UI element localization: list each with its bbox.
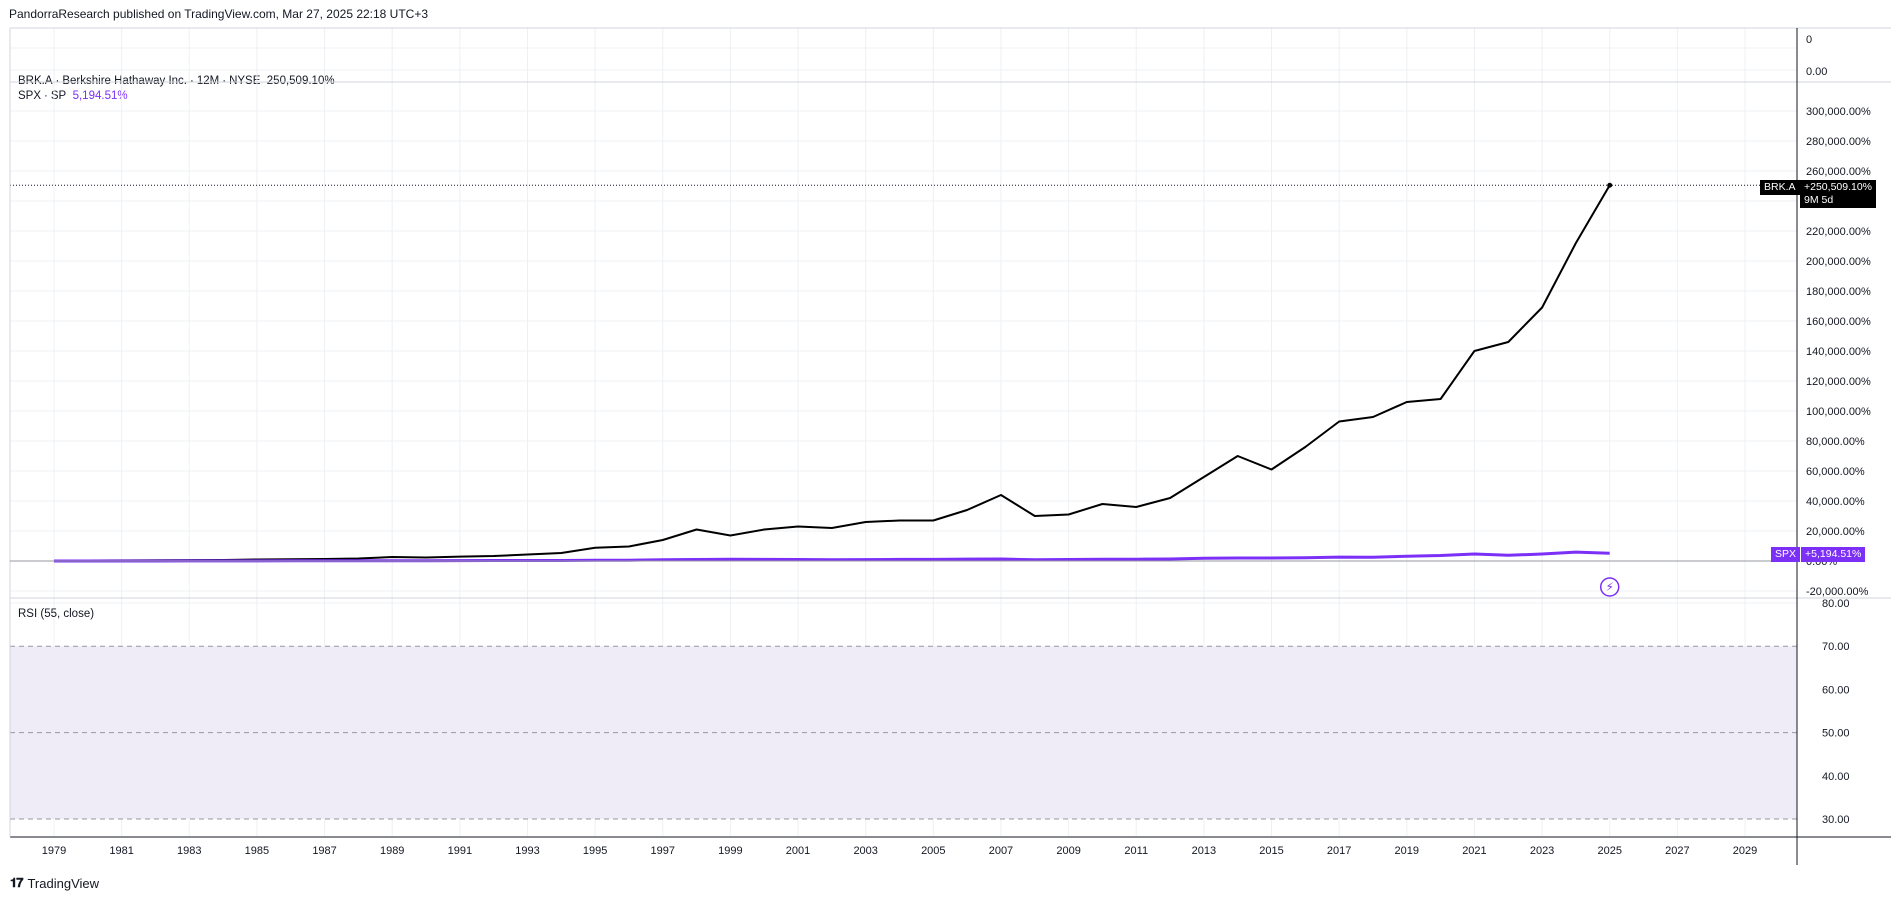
price-axis-label: 220,000.00% bbox=[1806, 226, 1871, 238]
price-axis-label: 300,000.00% bbox=[1806, 106, 1871, 118]
axes bbox=[9, 27, 1891, 865]
legend-main-name: Berkshire Hathaway Inc. bbox=[62, 75, 187, 87]
series-line-brka bbox=[53, 184, 1611, 562]
rsi-axis-label: 70.00 bbox=[1822, 641, 1850, 653]
legend-main-symbol: BRK.A bbox=[18, 75, 53, 87]
price-axis-label: -20,000.00% bbox=[1806, 586, 1869, 598]
compare-series-legend[interactable]: SPX · SP 5,194.51% bbox=[18, 90, 128, 102]
spx-last-value-tag: +5,194.51% bbox=[1801, 547, 1866, 562]
rsi-axis-label: 80.00 bbox=[1822, 598, 1850, 610]
price-axis-label: 140,000.00% bbox=[1806, 346, 1871, 358]
time-axis-label: 1993 bbox=[515, 845, 539, 857]
price-axis: 300,000.00% 280,000.00% 260,000.00% 220,000… bbox=[1806, 106, 1871, 598]
price-axis-label: 160,000.00% bbox=[1806, 316, 1871, 328]
legend-main-exchange: NYSE bbox=[229, 75, 261, 87]
time-axis-label: 1989 bbox=[380, 845, 404, 857]
time-axis-label: 2025 bbox=[1597, 845, 1621, 857]
tradingview-footer[interactable]: 𝟏𝟕 TradingView bbox=[10, 875, 99, 891]
rsi-axis-label: 40.00 bbox=[1822, 771, 1850, 783]
price-axis-label: 260,000.00% bbox=[1806, 166, 1871, 178]
brk-countdown: 9M 5d bbox=[1804, 194, 1834, 206]
rsi-axis-label: 50.00 bbox=[1822, 728, 1850, 740]
price-axis-label: 80,000.00% bbox=[1806, 436, 1865, 448]
legend-compare-exchange: SP bbox=[50, 90, 67, 102]
time-axis-label: 1999 bbox=[718, 845, 742, 857]
publisher-header: PandorraResearch published on TradingVie… bbox=[9, 7, 429, 21]
time-axis-label: 1979 bbox=[42, 845, 66, 857]
time-axis-label: 1985 bbox=[245, 845, 269, 857]
flash-news-icon bbox=[1599, 577, 1620, 597]
series-lines: ⚡ bbox=[10, 182, 1797, 597]
price-axis-label: 280,000.00% bbox=[1806, 136, 1871, 148]
brk-last-value: +250,509.10% bbox=[1804, 181, 1873, 193]
rsi-axis-label: 30.00 bbox=[1822, 814, 1850, 826]
price-axis-label: 200,000.00% bbox=[1806, 256, 1871, 268]
time-axis-label: 1983 bbox=[177, 845, 201, 857]
price-axis-label: 20,000.00% bbox=[1806, 526, 1865, 538]
time-axis: 1979 1981 1983 1985 1987 1989 1991 1993 1995 1997… bbox=[42, 845, 1757, 857]
brk-last-value-tag: +250,509.10% 9M 5d bbox=[1800, 180, 1877, 208]
top-pane-axis: 00.00 bbox=[1806, 34, 1827, 78]
rsi-band bbox=[10, 645, 1797, 820]
flash-news-glyph: ⚡ bbox=[1606, 580, 1614, 594]
time-axis-label: 1987 bbox=[312, 845, 336, 857]
legend-compare-symbol: SPX bbox=[18, 90, 42, 102]
time-axis-label: 2013 bbox=[1192, 845, 1216, 857]
price-axis-label: 40,000.00% bbox=[1806, 496, 1865, 508]
legend-main-value: 250,509.10% bbox=[266, 75, 335, 87]
price-axis-label: 100,000.00% bbox=[1806, 406, 1871, 418]
time-axis-label: 2019 bbox=[1395, 845, 1419, 857]
time-axis-label: 2005 bbox=[921, 845, 945, 857]
price-axis-label: 60,000.00% bbox=[1806, 466, 1865, 478]
time-axis-label: 2017 bbox=[1327, 845, 1351, 857]
rsi-axis-label: 60.00 bbox=[1822, 684, 1850, 696]
series-line-spx bbox=[54, 550, 1610, 563]
time-axis-label: 2007 bbox=[989, 845, 1013, 857]
brk-symbol-tag: BRK.A bbox=[1760, 180, 1800, 195]
top-axis-label: 0.00 bbox=[1806, 66, 1827, 78]
time-axis-label: 2011 bbox=[1124, 845, 1148, 857]
time-axis-label: 2027 bbox=[1665, 845, 1689, 857]
price-axis-label: 120,000.00% bbox=[1806, 376, 1871, 388]
spx-symbol-tag: SPX bbox=[1771, 547, 1801, 562]
time-axis-label: 1997 bbox=[651, 845, 675, 857]
time-axis-label: 2015 bbox=[1259, 845, 1283, 857]
time-axis-label: 1995 bbox=[583, 845, 607, 857]
time-axis-label: 2021 bbox=[1462, 845, 1486, 857]
top-axis-label: 0 bbox=[1806, 34, 1812, 46]
last-point-marker bbox=[1607, 182, 1613, 188]
time-axis-label: 1981 bbox=[109, 845, 133, 857]
time-axis-label: 2023 bbox=[1530, 845, 1554, 857]
rsi-legend[interactable]: RSI (55, close) bbox=[18, 608, 95, 620]
time-axis-label: 2009 bbox=[1056, 845, 1080, 857]
time-axis-label: 2003 bbox=[853, 845, 877, 857]
time-axis-label: 1991 bbox=[448, 845, 472, 857]
legend-compare-value: 5,194.51% bbox=[72, 90, 128, 102]
price-axis-label: 180,000.00% bbox=[1806, 286, 1871, 298]
footer-brand: TradingView bbox=[27, 875, 100, 891]
legend-main-interval: 12M bbox=[196, 75, 220, 87]
time-axis-label: 2001 bbox=[786, 845, 810, 857]
tradingview-logo-icon: 𝟏𝟕 bbox=[10, 875, 24, 890]
time-axis-label: 2029 bbox=[1733, 845, 1757, 857]
main-series-legend[interactable]: BRK.A · Berkshire Hathaway Inc. · 12M · NYSE 2… bbox=[18, 75, 335, 87]
grid-lines bbox=[10, 28, 1797, 836]
rsi-axis: 80.00 70.00 60.00 50.00 40.00 30.00 bbox=[1822, 598, 1850, 826]
